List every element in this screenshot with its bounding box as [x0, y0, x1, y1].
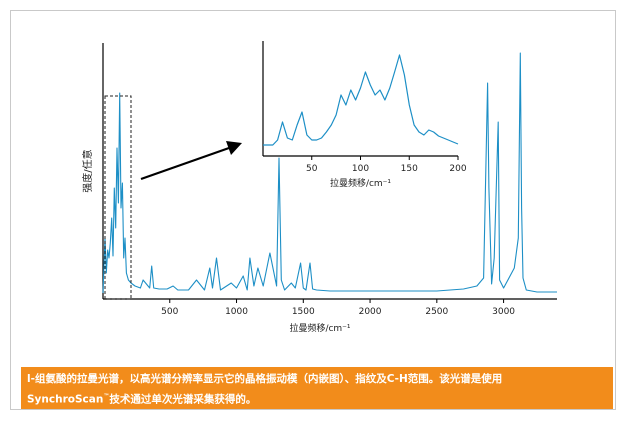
figure-caption: l-组氨酸的拉曼光谱，以高光谱分辨率显示它的晶格振动模（内嵌图）、指纹及C-H范…	[21, 367, 613, 409]
figure-frame: 500 1000 1500 2000 2500 3000 拉曼频移/cm⁻¹ 强度/任意 …	[10, 10, 616, 410]
arrow-head	[226, 141, 242, 155]
zoom-arrow	[140, 141, 242, 181]
inset-x-tick-label: 100	[352, 164, 369, 174]
inset-spectrum-line	[263, 54, 459, 146]
main-x-axis-label: 拉曼频移/cm⁻¹	[289, 322, 350, 334]
caption-line-2-rest: 技术通过单次光谱采集获得的。	[109, 393, 257, 406]
main-x-tick-label: 1000	[225, 307, 248, 317]
caption-trademark: ™	[103, 393, 110, 400]
inset-axes: 50 100 150 200	[262, 41, 467, 174]
main-x-tick-label: 1500	[292, 307, 315, 317]
caption-line-2-brand: SynchroScan	[27, 393, 104, 406]
main-y-axis-label: 强度/任意	[81, 149, 94, 192]
inset-x-axis-label: 拉曼频移/cm⁻¹	[330, 177, 391, 189]
inset-x-tick-label: 50	[306, 164, 318, 174]
main-spectrum-line	[102, 52, 557, 294]
chart-svg: 500 1000 1500 2000 2500 3000 拉曼频移/cm⁻¹ 强度/任意 …	[81, 41, 557, 334]
main-x-tick-label: 3000	[492, 307, 515, 317]
caption-line-1: l-组氨酸的拉曼光谱，以高光谱分辨率显示它的晶格振动模（内嵌图）、指纹及C-H范…	[27, 373, 503, 385]
main-axes: 500 1000 1500 2000 2500 3000	[102, 43, 557, 317]
lattice-region-highlight-box	[104, 95, 132, 300]
inset-spectrum-series	[263, 54, 459, 146]
main-x-tick-label: 500	[161, 307, 178, 317]
caption-line-2: SynchroScan™技术通过单次光谱采集获得的。	[27, 388, 607, 409]
main-spectrum-series	[102, 52, 557, 294]
inset-x-tick-label: 200	[449, 164, 466, 174]
main-x-tick-label: 2500	[425, 307, 448, 317]
arrow-shaft	[140, 146, 230, 181]
inset-x-tick-label: 150	[401, 164, 418, 174]
main-x-tick-label: 2000	[359, 307, 382, 317]
